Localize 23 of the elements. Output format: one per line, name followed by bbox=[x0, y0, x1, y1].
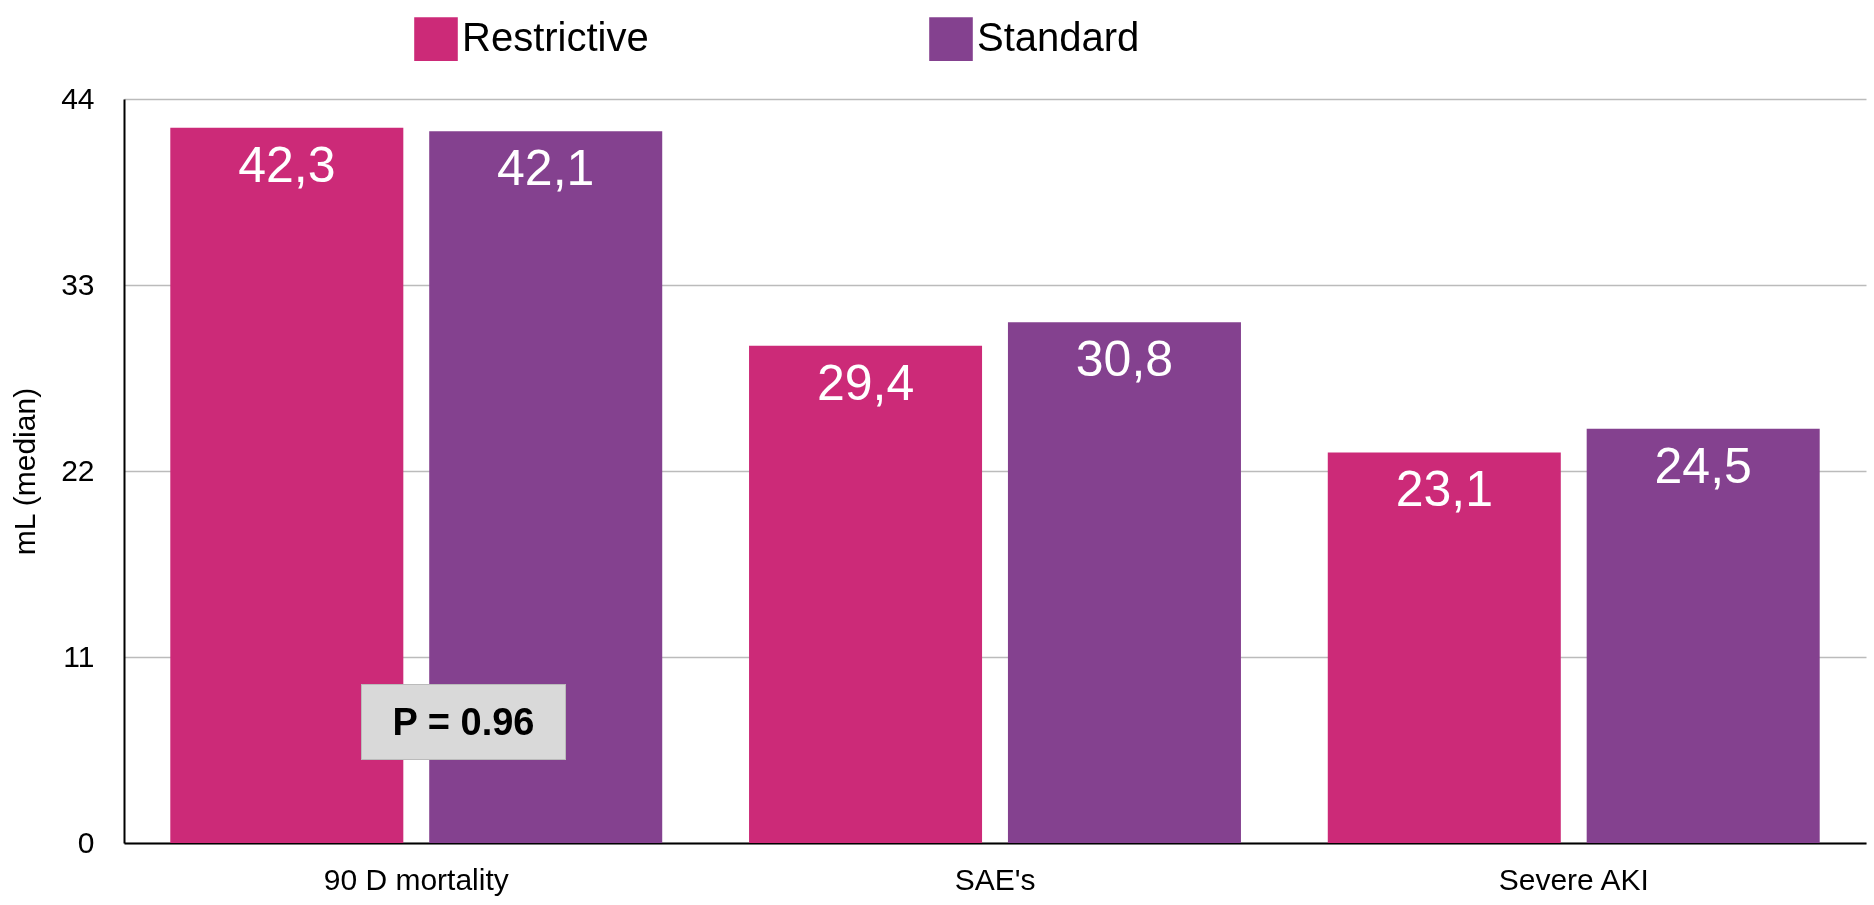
data-label: 42,1 bbox=[497, 140, 595, 197]
y-tick-label: 44 bbox=[61, 81, 95, 115]
y-tick-label: 0 bbox=[77, 825, 95, 859]
data-label: 24,5 bbox=[1654, 437, 1752, 494]
data-label: 29,4 bbox=[816, 354, 915, 411]
y-tick-label: 11 bbox=[63, 639, 95, 673]
y-tick-label: 22 bbox=[61, 453, 95, 487]
data-label: 23,1 bbox=[1395, 461, 1493, 518]
bar bbox=[429, 131, 663, 843]
bar bbox=[1007, 322, 1241, 843]
y-axis-title: mL (median) bbox=[8, 387, 42, 556]
y-tick-label: 33 bbox=[61, 267, 95, 301]
data-label: 30,8 bbox=[1075, 331, 1174, 388]
bar bbox=[1586, 428, 1820, 843]
p-value-note: P = 0.96 bbox=[361, 684, 566, 760]
legend-label: Restrictive bbox=[462, 15, 649, 60]
legend-label: Standard bbox=[977, 15, 1140, 60]
x-tick-label: SAE's bbox=[954, 862, 1036, 896]
x-tick-label: 90 D mortality bbox=[323, 862, 509, 896]
data-label: 42,3 bbox=[238, 136, 336, 193]
bar bbox=[749, 345, 983, 843]
x-tick-label: Severe AKI bbox=[1498, 862, 1649, 896]
bar bbox=[1327, 452, 1561, 843]
